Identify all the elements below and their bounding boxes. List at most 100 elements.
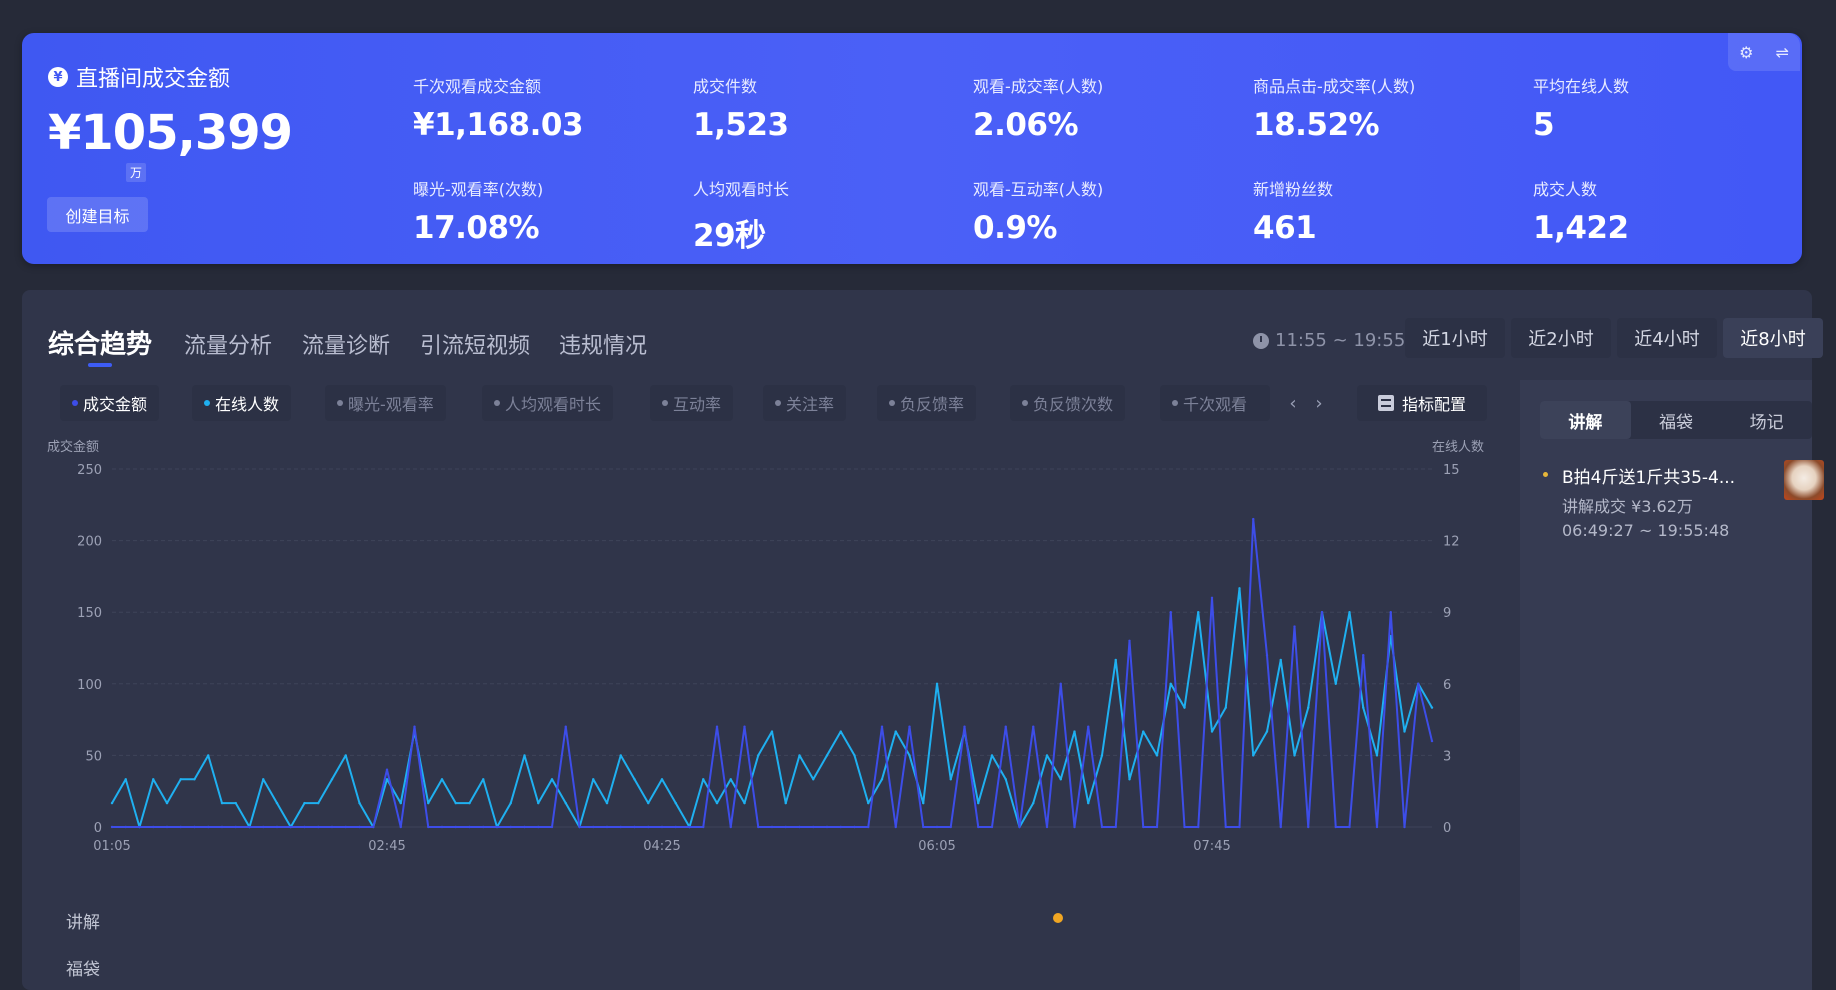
data-point[interactable] — [399, 825, 402, 829]
data-point[interactable] — [317, 825, 320, 829]
metric-chip[interactable]: 曝光-观看率 — [325, 385, 446, 421]
data-point[interactable] — [482, 825, 485, 829]
data-point[interactable] — [330, 825, 334, 829]
explain-item-title[interactable]: B拍4斤送1斤共35-4... — [1562, 468, 1736, 488]
metric-chip[interactable]: 负反馈次数 — [1010, 385, 1126, 421]
data-point[interactable] — [619, 754, 622, 757]
data-point[interactable] — [784, 801, 787, 805]
data-point[interactable] — [152, 825, 155, 829]
product-thumbnail[interactable] — [1784, 460, 1824, 500]
data-point[interactable] — [220, 801, 224, 805]
range-option[interactable]: 近4小时 — [1617, 318, 1717, 358]
data-point[interactable] — [1128, 778, 1131, 781]
data-point[interactable] — [770, 730, 774, 733]
data-point[interactable] — [1155, 825, 1159, 829]
data-point[interactable] — [427, 825, 430, 829]
range-option[interactable]: 近1小时 — [1405, 318, 1505, 358]
data-point[interactable] — [1114, 825, 1117, 829]
data-point[interactable] — [825, 825, 829, 829]
side-tab[interactable]: 福袋 — [1659, 412, 1693, 433]
data-point[interactable] — [1334, 682, 1337, 685]
data-point[interactable] — [234, 801, 237, 805]
data-point[interactable] — [179, 778, 182, 781]
data-point[interactable] — [880, 725, 884, 728]
data-point[interactable] — [908, 754, 911, 757]
data-point[interactable] — [1430, 706, 1434, 709]
data-point[interactable] — [1224, 706, 1227, 709]
data-point[interactable] — [358, 801, 361, 805]
data-point[interactable] — [1252, 754, 1255, 757]
data-point[interactable] — [1403, 730, 1406, 733]
data-point[interactable] — [812, 825, 815, 829]
data-point[interactable] — [1307, 825, 1310, 829]
data-point[interactable] — [1362, 653, 1365, 657]
data-point[interactable] — [248, 825, 251, 829]
data-point[interactable] — [1417, 682, 1420, 685]
data-point[interactable] — [715, 725, 719, 728]
data-point[interactable] — [990, 825, 994, 829]
data-point[interactable] — [1197, 825, 1200, 829]
data-point[interactable] — [1045, 825, 1049, 829]
data-point[interactable] — [509, 801, 512, 805]
data-point[interactable] — [1348, 611, 1351, 614]
side-tab[interactable]: 场记 — [1749, 412, 1784, 433]
side-tab[interactable]: 讲解 — [1540, 401, 1631, 439]
data-point[interactable] — [798, 825, 801, 829]
data-point[interactable] — [729, 778, 732, 781]
data-point[interactable] — [550, 825, 554, 829]
data-point[interactable] — [660, 778, 664, 781]
data-point[interactable] — [372, 825, 375, 829]
data-point[interactable] — [1293, 754, 1296, 757]
data-point[interactable] — [179, 825, 182, 829]
data-point[interactable] — [537, 801, 540, 805]
metric-chip[interactable]: 负反馈率 — [877, 385, 977, 421]
data-point[interactable] — [1403, 825, 1406, 829]
data-point[interactable] — [358, 825, 361, 829]
data-point[interactable] — [743, 801, 746, 805]
data-point[interactable] — [1059, 682, 1062, 685]
data-point[interactable] — [798, 754, 801, 757]
data-point[interactable] — [1155, 754, 1159, 757]
data-point[interactable] — [867, 801, 870, 805]
data-point[interactable] — [454, 801, 457, 805]
data-point[interactable] — [1238, 825, 1241, 829]
data-point[interactable] — [110, 801, 114, 805]
data-point[interactable] — [289, 825, 292, 829]
data-point[interactable] — [1389, 611, 1392, 614]
data-point[interactable] — [523, 825, 526, 829]
data-point[interactable] — [592, 778, 595, 781]
data-point[interactable] — [317, 801, 320, 805]
data-point[interactable] — [1100, 825, 1104, 829]
data-point[interactable] — [935, 682, 939, 685]
data-point[interactable] — [1279, 658, 1282, 662]
data-point[interactable] — [330, 778, 334, 781]
data-point[interactable] — [1183, 825, 1186, 829]
data-point[interactable] — [152, 778, 155, 781]
data-point[interactable] — [1375, 825, 1379, 829]
data-point[interactable] — [165, 825, 169, 829]
data-point[interactable] — [124, 778, 127, 781]
data-point[interactable] — [537, 825, 540, 829]
tab-4[interactable]: 违规情况 — [559, 334, 648, 359]
data-point[interactable] — [262, 778, 265, 781]
data-point[interactable] — [193, 778, 196, 781]
data-point[interactable] — [1265, 730, 1269, 733]
data-point[interactable] — [1210, 596, 1214, 600]
data-point[interactable] — [922, 801, 925, 805]
data-point[interactable] — [702, 778, 705, 781]
data-point[interactable] — [894, 730, 897, 733]
data-point[interactable] — [1032, 801, 1035, 805]
data-point[interactable] — [1169, 611, 1172, 614]
create-goal-button[interactable]: 创建目标 — [47, 197, 148, 232]
data-point[interactable] — [1018, 825, 1021, 829]
tab-0[interactable]: 综合趋势 — [48, 330, 153, 360]
chevron-right-icon[interactable]: › — [1315, 392, 1323, 414]
data-point[interactable] — [729, 825, 732, 829]
data-point[interactable] — [564, 725, 567, 728]
data-point[interactable] — [963, 725, 966, 728]
range-option[interactable]: 近2小时 — [1511, 318, 1611, 358]
data-point[interactable] — [550, 778, 554, 781]
data-point[interactable] — [633, 778, 636, 781]
data-point[interactable] — [385, 778, 389, 781]
data-point[interactable] — [124, 825, 127, 829]
